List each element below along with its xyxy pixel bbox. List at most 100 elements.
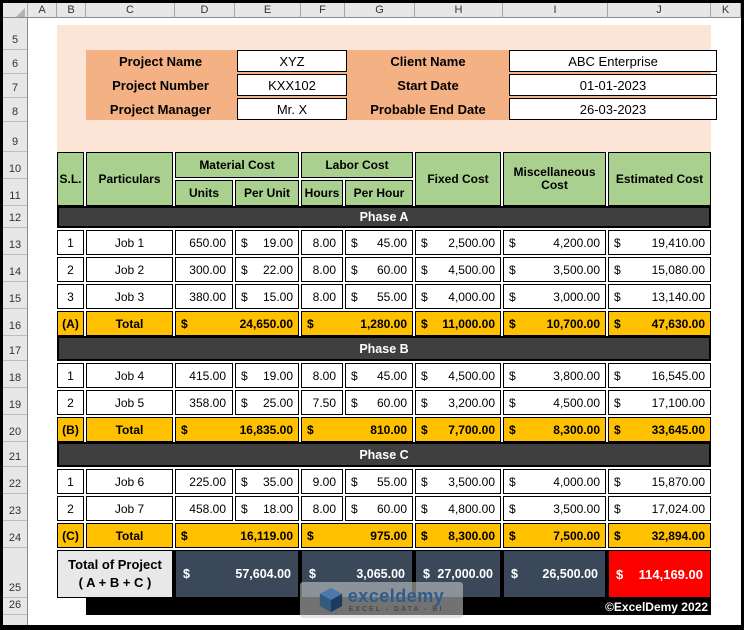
cell-per-unit[interactable]: $35.00 [235,469,299,494]
phase-band[interactable]: Phase C [57,442,711,467]
end-date-label[interactable]: Probable End Date [370,101,486,117]
grand-total-label[interactable]: Total of Project ( A + B + C ) [57,550,173,598]
total-label[interactable]: Total [86,417,173,442]
cell-sl[interactable]: 2 [57,257,84,282]
cell-particulars[interactable]: Job 5 [86,390,173,415]
header-sl[interactable]: S.L. [57,152,84,206]
row-header-15[interactable]: 15 [3,282,27,309]
cell-fixed-cost[interactable]: $4,500.00 [415,257,501,282]
project-name-value[interactable]: XYZ [237,50,347,72]
row-header-20[interactable]: 20 [3,415,27,442]
cell-fixed-cost[interactable]: $4,800.00 [415,496,501,521]
total-labor-cost[interactable]: $975.00 [301,523,413,548]
row-header-22[interactable]: 22 [3,467,27,494]
column-header-J[interactable]: J [608,3,711,18]
cell-hours[interactable]: 8.00 [301,284,343,309]
total-label[interactable]: Total [86,311,173,336]
cell-units[interactable]: 225.00 [175,469,233,494]
total-sl[interactable]: (A) [57,311,84,336]
cell-hours[interactable]: 8.00 [301,257,343,282]
row-header-24[interactable]: 24 [3,521,27,548]
total-sl[interactable]: (C) [57,523,84,548]
row-header-7[interactable]: 7 [3,74,27,98]
cell-estimated-cost[interactable]: $17,024.00 [608,496,711,521]
header-fixed-cost[interactable]: Fixed Cost [415,152,501,206]
cell-fixed-cost[interactable]: $4,000.00 [415,284,501,309]
cell-particulars[interactable]: Job 7 [86,496,173,521]
client-name-value[interactable]: ABC Enterprise [509,50,717,72]
header-hours[interactable]: Hours [301,180,343,206]
row-header-9[interactable]: 9 [3,122,27,152]
cell-sl[interactable]: 1 [57,230,84,255]
cell-fixed-cost[interactable]: $3,200.00 [415,390,501,415]
project-number-label[interactable]: Project Number [112,77,209,93]
column-header-I[interactable]: I [503,3,608,18]
client-name-label[interactable]: Client Name [390,53,466,69]
cell-miscellaneous-cost[interactable]: $3,000.00 [503,284,606,309]
total-miscellaneous-cost[interactable]: $8,300.00 [503,417,606,442]
phase-band[interactable]: Phase B [57,336,711,361]
cell-estimated-cost[interactable]: $15,870.00 [608,469,711,494]
total-fixed-cost[interactable]: $11,000.00 [415,311,501,336]
grand-total-estimated[interactable]: $114,169.00 [608,550,711,598]
cell-hours[interactable]: 7.50 [301,390,343,415]
cell-particulars[interactable]: Job 3 [86,284,173,309]
cell-miscellaneous-cost[interactable]: $4,500.00 [503,390,606,415]
total-sl[interactable]: (B) [57,417,84,442]
header-per-hour[interactable]: Per Hour [345,180,413,206]
cell-hours[interactable]: 9.00 [301,469,343,494]
cell-estimated-cost[interactable]: $15,080.00 [608,257,711,282]
row-header-25[interactable]: 25 [3,548,27,598]
cell-per-unit[interactable]: $15.00 [235,284,299,309]
row-header-6[interactable]: 6 [3,50,27,74]
cell-units[interactable]: 650.00 [175,230,233,255]
cell-per-unit[interactable]: $19.00 [235,230,299,255]
total-label[interactable]: Total [86,523,173,548]
start-date-value[interactable]: 01-01-2023 [509,74,717,96]
cell-miscellaneous-cost[interactable]: $3,800.00 [503,363,606,388]
total-miscellaneous-cost[interactable]: $10,700.00 [503,311,606,336]
cell-sl[interactable]: 1 [57,363,84,388]
cell-hours[interactable]: 8.00 [301,230,343,255]
project-manager-value[interactable]: Mr. X [237,98,347,120]
end-date-value[interactable]: 26-03-2023 [509,98,717,120]
total-estimated-cost[interactable]: $33,645.00 [608,417,711,442]
total-material-cost[interactable]: $24,650.00 [175,311,299,336]
cell-per-hour[interactable]: $60.00 [345,496,413,521]
header-per-unit[interactable]: Per Unit [235,180,299,206]
cell-fixed-cost[interactable]: $4,500.00 [415,363,501,388]
cell-hours[interactable]: 8.00 [301,496,343,521]
cell-hours[interactable]: 8.00 [301,363,343,388]
header-material-cost[interactable]: Material Cost [175,152,299,178]
phase-band[interactable]: Phase A [57,206,711,228]
cell-miscellaneous-cost[interactable]: $3,500.00 [503,496,606,521]
row-header-13[interactable]: 13 [3,228,27,255]
cell-per-hour[interactable]: $60.00 [345,390,413,415]
row-header-23[interactable]: 23 [3,494,27,521]
cell-fixed-cost[interactable]: $2,500.00 [415,230,501,255]
column-header-E[interactable]: E [235,3,301,18]
column-header-B[interactable]: B [57,3,86,18]
grand-total-material[interactable]: $57,604.00 [175,550,299,598]
cell-per-unit[interactable]: $25.00 [235,390,299,415]
header-miscellaneous-cost[interactable]: Miscellaneous Cost [503,152,606,206]
cell-estimated-cost[interactable]: $17,100.00 [608,390,711,415]
row-header-14[interactable]: 14 [3,255,27,282]
select-all-corner[interactable] [3,3,28,18]
cell-miscellaneous-cost[interactable]: $4,000.00 [503,469,606,494]
column-header-F[interactable]: F [301,3,345,18]
column-header-A[interactable]: A [28,3,57,18]
row-header-11[interactable]: 11 [3,179,27,206]
cell-per-unit[interactable]: $19.00 [235,363,299,388]
header-particulars[interactable]: Particulars [86,152,173,206]
cell-units[interactable]: 300.00 [175,257,233,282]
row-header-17[interactable]: 17 [3,336,27,361]
cell-estimated-cost[interactable]: $13,140.00 [608,284,711,309]
row-header-21[interactable]: 21 [3,442,27,467]
project-manager-label[interactable]: Project Manager [109,101,212,117]
row-header-10[interactable]: 10 [3,152,27,179]
row-header-5[interactable]: 5 [3,25,27,50]
cell-per-hour[interactable]: $45.00 [345,363,413,388]
cell-units[interactable]: 415.00 [175,363,233,388]
cell-particulars[interactable]: Job 1 [86,230,173,255]
